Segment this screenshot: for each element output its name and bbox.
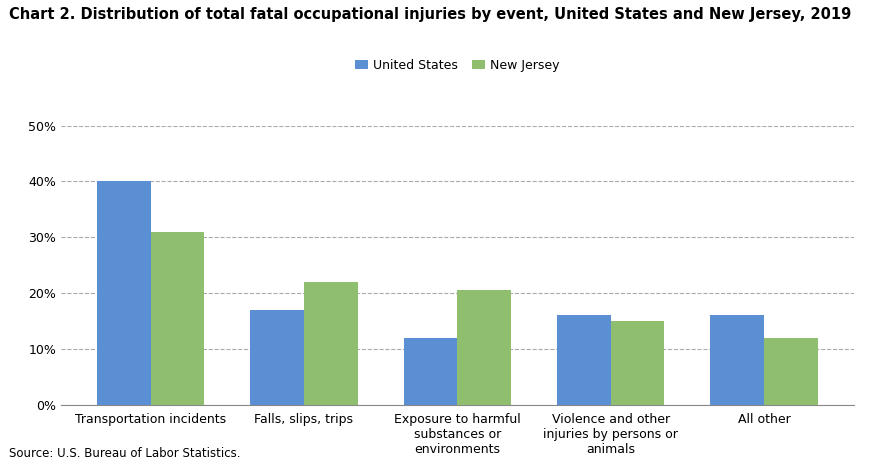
Legend: United States, New Jersey: United States, New Jersey [350, 53, 564, 77]
Bar [611, 321, 665, 405]
Bar [710, 315, 764, 405]
Text: Chart 2. Distribution of total fatal occupational injuries by event, United Stat: Chart 2. Distribution of total fatal occ… [9, 7, 851, 22]
Text: Source: U.S. Bureau of Labor Statistics.: Source: U.S. Bureau of Labor Statistics. [9, 447, 240, 460]
Bar [304, 282, 358, 405]
Bar [97, 181, 151, 405]
Bar [457, 290, 511, 405]
Bar [151, 232, 205, 405]
Bar [403, 338, 457, 405]
Bar [557, 315, 611, 405]
Bar [250, 310, 304, 405]
Bar [764, 338, 818, 405]
